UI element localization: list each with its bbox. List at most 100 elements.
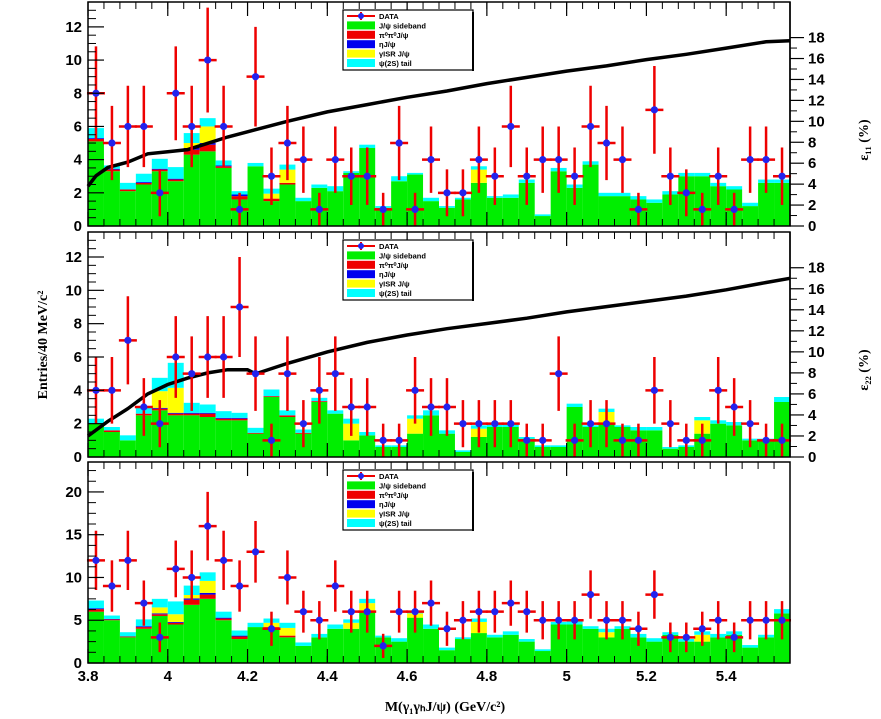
data-point xyxy=(778,616,786,624)
bar-sideband xyxy=(502,197,519,226)
bar-sideband xyxy=(167,181,184,226)
x-tick-label: 5 xyxy=(562,668,570,685)
bar-psi2s xyxy=(486,634,503,638)
data-point xyxy=(523,608,531,616)
bar-psi2s xyxy=(263,389,280,397)
data-point xyxy=(108,582,116,590)
right-tick-label: 4 xyxy=(808,176,817,193)
bar-sideband xyxy=(630,637,647,663)
data-point xyxy=(92,556,100,564)
legend-label-data: DATA xyxy=(379,242,399,251)
bar-psi2s xyxy=(247,162,264,167)
data-point xyxy=(666,633,674,641)
bar-sideband xyxy=(183,604,200,663)
data-point xyxy=(140,599,148,607)
data-point xyxy=(571,172,579,180)
right-tick-label: 14 xyxy=(808,302,825,319)
bar-sideband xyxy=(88,141,104,226)
bar-sideband xyxy=(327,413,344,457)
bar-psi2s xyxy=(502,194,519,198)
data-point xyxy=(156,633,164,641)
data-point xyxy=(762,156,770,164)
bar-sideband xyxy=(662,448,679,457)
bar-pi0pi0 xyxy=(103,619,120,621)
bar-sideband xyxy=(582,164,599,226)
legend-swatch-isr xyxy=(347,49,375,58)
y-tick-label: 0 xyxy=(74,449,82,466)
bar-sideband xyxy=(566,187,583,226)
data-point xyxy=(283,139,292,147)
data-point xyxy=(235,582,244,590)
bar-pi0pi0 xyxy=(279,415,296,417)
data-point xyxy=(283,370,292,378)
bar-sideband xyxy=(199,598,216,663)
bar-psi2s xyxy=(407,172,424,175)
data-point xyxy=(140,122,148,131)
data-point xyxy=(714,616,722,624)
bar-psi2s xyxy=(518,639,535,642)
data-point xyxy=(714,172,722,180)
bar-eta xyxy=(215,617,232,619)
bar-eta xyxy=(151,613,168,615)
data-point xyxy=(220,353,228,361)
bar-psi2s xyxy=(502,631,519,635)
bar-psi2s xyxy=(582,626,599,629)
x-tick-label: 4.8 xyxy=(476,668,497,685)
bar-psi2s xyxy=(614,192,631,197)
bar-pi0pi0 xyxy=(88,609,104,612)
y-tick-label: 4 xyxy=(74,382,83,399)
data-point xyxy=(778,436,786,444)
bar-psi2s xyxy=(103,615,120,619)
bar-isr xyxy=(151,607,168,614)
bar-sideband xyxy=(758,182,775,226)
bar-psi2s xyxy=(199,404,216,413)
y-tick-label: 12 xyxy=(65,249,82,266)
bar-psi2s xyxy=(598,192,615,197)
right-tick-label: 6 xyxy=(808,386,816,403)
data-point xyxy=(235,303,244,311)
bar-psi2s xyxy=(295,197,312,202)
bar-pi0pi0 xyxy=(167,622,184,625)
bar-sideband xyxy=(103,432,120,457)
data-point xyxy=(618,616,627,624)
data-point xyxy=(347,172,355,180)
data-point xyxy=(363,403,371,411)
right-tick-label: 0 xyxy=(808,449,816,466)
bar-psi2s xyxy=(119,632,136,637)
data-point xyxy=(363,172,371,180)
data-point xyxy=(379,205,387,214)
bar-sideband xyxy=(710,637,727,663)
bar-sideband xyxy=(103,171,120,226)
right-tick-label: 0 xyxy=(808,218,816,235)
data-point xyxy=(443,403,451,411)
bar-psi2s xyxy=(199,118,216,127)
bar-psi2s xyxy=(151,598,168,608)
bar-psi2s xyxy=(646,638,663,642)
data-point xyxy=(539,616,547,624)
efficiency-axis-title-middle: ε₂₂ (%) xyxy=(857,349,872,391)
bar-pi0pi0 xyxy=(231,418,248,421)
efficiency-axis-title-top: ε₁₁ (%) xyxy=(857,119,872,161)
bar-pi0pi0 xyxy=(103,430,120,432)
bar-sideband xyxy=(742,440,759,457)
x-tick-label: 4.4 xyxy=(317,668,339,685)
bar-sideband xyxy=(646,641,663,663)
bar-sideband xyxy=(550,171,567,226)
data-point xyxy=(299,156,307,164)
bar-sideband xyxy=(391,181,408,226)
data-point xyxy=(507,122,515,131)
legend-swatch-isr xyxy=(347,509,375,518)
data-point xyxy=(379,642,387,650)
data-point xyxy=(220,122,228,131)
y-tick-label: 12 xyxy=(65,19,82,36)
bar-psi2s xyxy=(423,624,439,629)
data-point xyxy=(682,436,690,444)
bar-sideband xyxy=(534,651,551,663)
legend-label-eta: ηJ/ψ xyxy=(379,270,396,279)
data-point xyxy=(299,608,307,616)
x-tick-label: 4.2 xyxy=(237,668,258,685)
bar-pi0pi0 xyxy=(119,189,136,192)
